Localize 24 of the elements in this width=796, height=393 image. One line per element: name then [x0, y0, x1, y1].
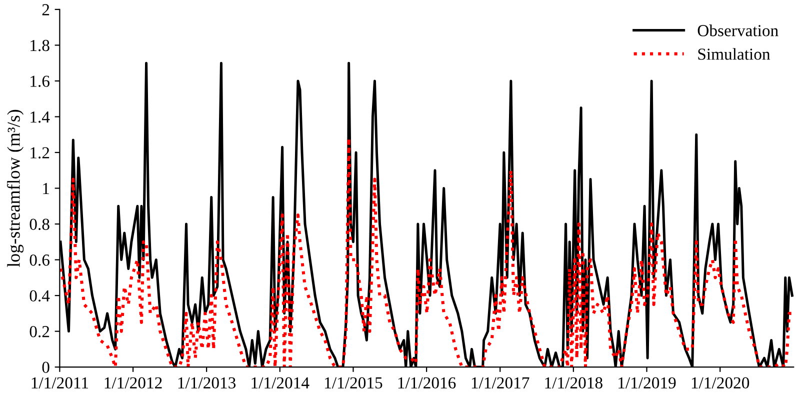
y-axis-title: log-streamflow (m³/s) [6, 110, 24, 268]
y-tick-label: 1 [43, 183, 49, 194]
legend-label: Observation [698, 24, 778, 36]
x-tick-label: 1/1/2015 [325, 377, 382, 389]
x-tick-label: 1/1/2012 [104, 377, 162, 389]
y-tick-label: 0.8 [30, 218, 50, 230]
x-tick-label: 1/1/2013 [178, 377, 236, 389]
x-tick-label: 1/1/2020 [692, 377, 750, 389]
x-tick-label: 1/1/2016 [398, 377, 456, 389]
x-tick-label: 1/1/2011 [32, 377, 88, 389]
x-tick-label: 1/1/2014 [252, 377, 310, 389]
y-tick-label: 1.8 [30, 40, 50, 52]
x-tick-label: 1/1/2019 [618, 377, 676, 389]
y-tick-label: 0.2 [30, 326, 50, 338]
y-tick-label: 0.6 [30, 254, 50, 266]
x-tick-label: 1/1/2018 [545, 377, 602, 389]
y-tick-label: 0 [42, 362, 50, 374]
y-tick-label: 2 [42, 4, 50, 16]
y-tick-label: 1.6 [30, 76, 50, 87]
y-tick-label: 1.2 [30, 147, 50, 159]
legend-label: Simulation [698, 48, 770, 60]
y-tick-label: 0.4 [30, 290, 50, 302]
x-tick-label: 1/1/2017 [472, 377, 530, 389]
y-tick-label: 1.4 [30, 112, 50, 123]
